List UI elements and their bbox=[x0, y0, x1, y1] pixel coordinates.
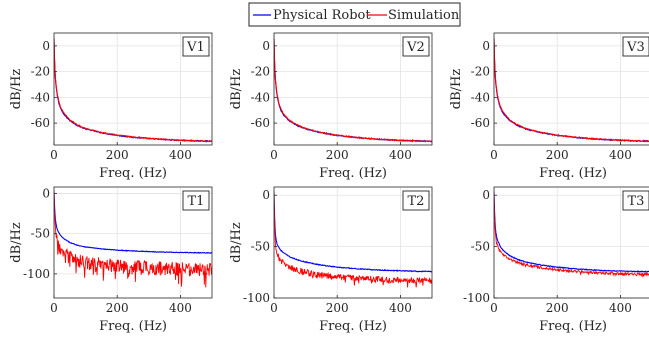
y-axis-label: dB/Hz bbox=[229, 69, 244, 110]
y-tick-label: 0 bbox=[482, 188, 490, 202]
x-tick-label: 400 bbox=[609, 301, 632, 315]
x-axis-label: Freq. (Hz) bbox=[539, 319, 607, 334]
y-tick-label: -40 bbox=[251, 90, 270, 104]
series-line-simulation bbox=[494, 38, 649, 143]
x-tick-label: 0 bbox=[50, 148, 58, 162]
axes-frame bbox=[273, 32, 433, 146]
series-line-physical-robot bbox=[494, 192, 649, 273]
y-axis-label: dB/Hz bbox=[9, 69, 24, 110]
x-tick-label: 400 bbox=[169, 301, 192, 315]
series-line-simulation bbox=[274, 38, 432, 143]
y-axis-label: dB/Hz bbox=[449, 69, 464, 110]
panel-tag-label: T2 bbox=[408, 194, 425, 209]
legend-box bbox=[248, 2, 461, 27]
y-tick-label: -100 bbox=[463, 291, 490, 305]
panel-tag-box bbox=[622, 190, 649, 211]
y-tick-label: -50 bbox=[251, 240, 270, 254]
x-tick-label: 400 bbox=[389, 148, 412, 162]
x-tick-label: 200 bbox=[106, 301, 129, 315]
x-tick-label: 200 bbox=[106, 148, 129, 162]
panel-tag-label: T1 bbox=[188, 194, 205, 209]
series-line-simulation bbox=[54, 190, 212, 288]
x-axis-label: Freq. (Hz) bbox=[99, 319, 167, 334]
panel-tag-box bbox=[402, 190, 430, 211]
x-axis-label: Freq. (Hz) bbox=[539, 166, 607, 181]
axes-frame bbox=[53, 32, 213, 146]
panel-tag-box bbox=[402, 36, 430, 57]
panel-tag-label: V3 bbox=[626, 40, 645, 55]
y-tick-label: 0 bbox=[262, 39, 270, 53]
axes-frame bbox=[53, 186, 213, 299]
legend-label-simulation: Simulation bbox=[388, 8, 460, 23]
x-tick-label: 0 bbox=[270, 301, 278, 315]
panel-t2: 0 200 400 0 -50 -100 Freq. (Hz) dB/Hz T2 bbox=[229, 186, 433, 334]
axes-frame bbox=[273, 186, 433, 299]
y-tick-label: 0 bbox=[42, 39, 50, 53]
y-tick-label: -100 bbox=[243, 291, 270, 305]
axes-frame bbox=[493, 186, 649, 299]
x-axis-label: Freq. (Hz) bbox=[319, 319, 387, 334]
panel-t3: 0 200 400 0 -50 -100 Freq. (Hz) T3 bbox=[463, 186, 649, 334]
x-tick-label: 200 bbox=[326, 148, 349, 162]
panel-v2: 0 200 400 0 -20 -40 -60 Freq. (Hz) dB/Hz V2 bbox=[229, 32, 433, 181]
x-tick-label: 400 bbox=[389, 301, 412, 315]
y-tick-label: -50 bbox=[31, 227, 50, 241]
x-tick-label: 0 bbox=[270, 148, 278, 162]
series-line-simulation bbox=[54, 38, 212, 143]
panel-tag-box bbox=[182, 36, 210, 57]
series-line-simulation bbox=[274, 191, 432, 288]
panel-tag-box bbox=[622, 36, 649, 57]
x-tick-label: 200 bbox=[546, 301, 569, 315]
panel-tag-box bbox=[182, 190, 210, 211]
y-tick-label: -20 bbox=[251, 65, 270, 79]
axes-frame bbox=[493, 32, 649, 146]
y-tick-label: -60 bbox=[471, 116, 490, 130]
y-tick-label: -50 bbox=[471, 240, 490, 254]
panel-t1: 0 200 400 0 -50 -100 Freq. (Hz) dB/Hz T1 bbox=[9, 186, 213, 334]
series-line-physical-robot bbox=[54, 191, 212, 254]
panel-v1: 0 200 400 0 -20 -40 -60 Freq. (Hz) dB/Hz V1 bbox=[9, 32, 213, 181]
y-tick-label: -40 bbox=[471, 90, 490, 104]
y-tick-label: 0 bbox=[262, 188, 270, 202]
y-axis-label: dB/Hz bbox=[9, 222, 24, 263]
x-axis-label: Freq. (Hz) bbox=[99, 166, 167, 181]
y-tick-label: -60 bbox=[251, 116, 270, 130]
y-tick-label: -40 bbox=[31, 90, 50, 104]
y-tick-label: -20 bbox=[471, 65, 490, 79]
x-tick-label: 0 bbox=[490, 301, 498, 315]
x-tick-label: 400 bbox=[169, 148, 192, 162]
y-tick-label: -100 bbox=[23, 267, 50, 281]
series-line-simulation bbox=[494, 191, 649, 278]
legend: Physical Robot Simulation bbox=[248, 2, 461, 27]
y-tick-label: 0 bbox=[42, 186, 50, 200]
panel-v3: 0 200 400 0 -20 -40 -60 Freq. (Hz) dB/Hz V3 bbox=[449, 32, 649, 181]
x-axis-label: Freq. (Hz) bbox=[319, 166, 387, 181]
legend-label-physical-robot: Physical Robot bbox=[273, 8, 371, 23]
series-line-physical-robot bbox=[274, 192, 432, 273]
y-axis-label: dB/Hz bbox=[229, 222, 244, 263]
x-tick-label: 200 bbox=[326, 301, 349, 315]
x-tick-label: 0 bbox=[50, 301, 58, 315]
x-tick-label: 400 bbox=[609, 148, 632, 162]
panel-tag-label: V2 bbox=[406, 40, 425, 55]
y-tick-label: -60 bbox=[31, 116, 50, 130]
y-tick-label: 0 bbox=[482, 39, 490, 53]
x-tick-label: 0 bbox=[490, 148, 498, 162]
panel-tag-label: T3 bbox=[628, 194, 645, 209]
y-tick-label: -20 bbox=[31, 65, 50, 79]
panel-tag-label: V1 bbox=[186, 40, 205, 55]
x-tick-label: 200 bbox=[546, 148, 569, 162]
